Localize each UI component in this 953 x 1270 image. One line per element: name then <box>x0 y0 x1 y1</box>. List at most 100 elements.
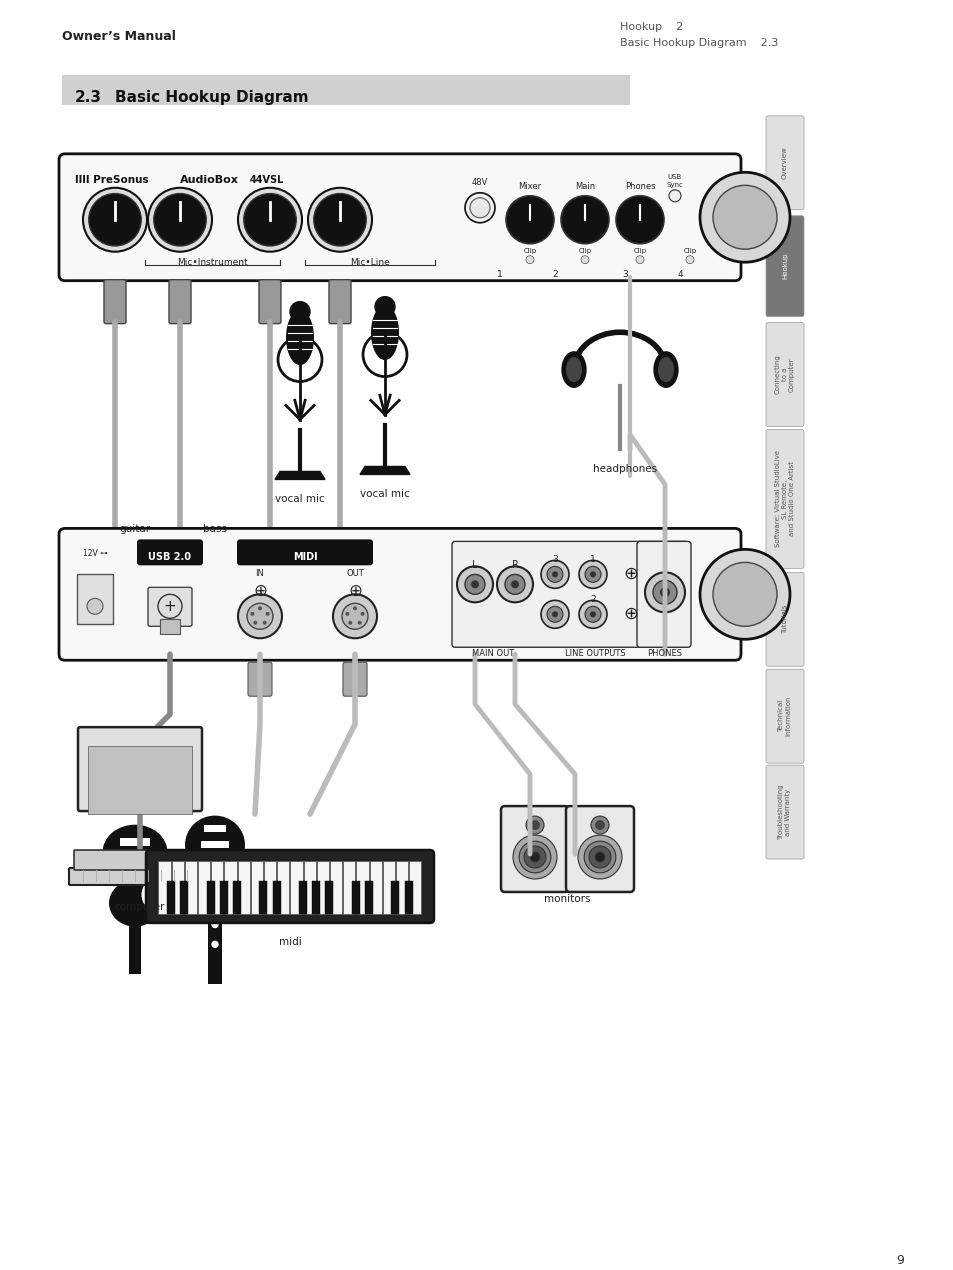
Bar <box>237 861 250 914</box>
Circle shape <box>87 598 103 615</box>
Circle shape <box>584 606 600 622</box>
Circle shape <box>560 196 608 244</box>
Circle shape <box>265 612 270 616</box>
Circle shape <box>712 563 776 626</box>
Text: L: L <box>472 560 477 570</box>
Circle shape <box>540 560 568 588</box>
Text: R: R <box>511 560 517 570</box>
Bar <box>273 881 280 914</box>
Circle shape <box>113 842 120 848</box>
Bar <box>251 861 263 914</box>
Text: bass: bass <box>203 525 227 535</box>
Circle shape <box>253 621 257 625</box>
Circle shape <box>540 601 568 629</box>
Text: Hookup: Hookup <box>781 253 787 279</box>
Circle shape <box>357 621 361 625</box>
FancyBboxPatch shape <box>565 806 634 892</box>
Text: Software: Virtual StudioLive
SL Remote,
and Studio One Artist: Software: Virtual StudioLive SL Remote, … <box>774 451 794 547</box>
Circle shape <box>578 560 606 588</box>
Text: Main: Main <box>575 182 595 190</box>
Bar <box>233 881 241 914</box>
Text: Mic•Instrument: Mic•Instrument <box>177 258 248 267</box>
Bar <box>201 841 229 848</box>
Bar <box>370 861 381 914</box>
Circle shape <box>150 851 156 856</box>
Circle shape <box>471 580 478 588</box>
Text: MAIN OUT: MAIN OUT <box>472 649 514 658</box>
Text: MIDI: MIDI <box>293 552 317 563</box>
Circle shape <box>341 603 368 629</box>
Circle shape <box>212 922 218 927</box>
Circle shape <box>589 572 596 578</box>
Bar <box>120 837 150 846</box>
Circle shape <box>616 196 663 244</box>
FancyBboxPatch shape <box>74 850 206 870</box>
Bar <box>185 861 197 914</box>
Bar <box>404 881 412 914</box>
FancyBboxPatch shape <box>104 279 126 324</box>
Bar <box>198 861 210 914</box>
Circle shape <box>546 606 562 622</box>
Bar <box>158 861 171 914</box>
Ellipse shape <box>102 824 168 880</box>
Text: Sync: Sync <box>666 182 682 188</box>
Ellipse shape <box>184 875 235 919</box>
Ellipse shape <box>653 352 678 387</box>
Text: 3: 3 <box>621 269 627 278</box>
Circle shape <box>652 580 677 605</box>
Bar <box>352 881 359 914</box>
FancyBboxPatch shape <box>69 867 211 885</box>
Circle shape <box>464 574 484 594</box>
Text: Clip: Clip <box>523 248 536 254</box>
Bar <box>224 861 236 914</box>
Text: monitors: monitors <box>543 894 590 904</box>
Text: Clip: Clip <box>682 248 696 254</box>
Text: IN: IN <box>255 569 264 578</box>
Bar <box>62 75 629 105</box>
FancyBboxPatch shape <box>765 765 803 859</box>
Circle shape <box>244 193 296 246</box>
Bar <box>277 861 289 914</box>
Bar <box>264 861 276 914</box>
Text: Technical
Information: Technical Information <box>778 696 791 737</box>
Circle shape <box>290 302 310 321</box>
Circle shape <box>262 621 267 625</box>
Text: vocal mic: vocal mic <box>274 494 325 504</box>
Text: ⊕: ⊕ <box>253 583 267 601</box>
Bar <box>129 859 141 974</box>
Text: Phones: Phones <box>624 182 655 190</box>
Bar <box>160 620 180 634</box>
Bar <box>207 881 214 914</box>
FancyBboxPatch shape <box>59 154 740 281</box>
Bar <box>204 826 226 832</box>
FancyBboxPatch shape <box>59 528 740 660</box>
Circle shape <box>158 594 182 618</box>
Circle shape <box>345 612 349 616</box>
Bar <box>88 747 192 814</box>
Circle shape <box>530 852 539 862</box>
Bar <box>330 861 342 914</box>
Text: Clip: Clip <box>633 248 646 254</box>
FancyBboxPatch shape <box>137 540 203 565</box>
FancyBboxPatch shape <box>78 728 202 812</box>
Text: AudioBox: AudioBox <box>180 175 238 185</box>
Text: guitar: guitar <box>119 525 151 535</box>
Circle shape <box>578 836 621 879</box>
Circle shape <box>148 188 212 251</box>
Circle shape <box>700 550 789 639</box>
FancyBboxPatch shape <box>637 541 690 648</box>
Text: headphones: headphones <box>593 465 657 475</box>
Circle shape <box>212 941 218 947</box>
FancyBboxPatch shape <box>118 831 152 866</box>
Bar <box>382 861 395 914</box>
Text: Hookup    2: Hookup 2 <box>619 22 682 32</box>
Text: 2: 2 <box>590 596 596 605</box>
Circle shape <box>546 566 562 583</box>
Text: computer: computer <box>114 902 165 912</box>
Bar <box>325 881 333 914</box>
Text: 4: 4 <box>677 269 682 278</box>
Text: 1: 1 <box>590 555 596 564</box>
Circle shape <box>257 606 262 611</box>
Circle shape <box>333 594 376 639</box>
Circle shape <box>595 852 604 862</box>
